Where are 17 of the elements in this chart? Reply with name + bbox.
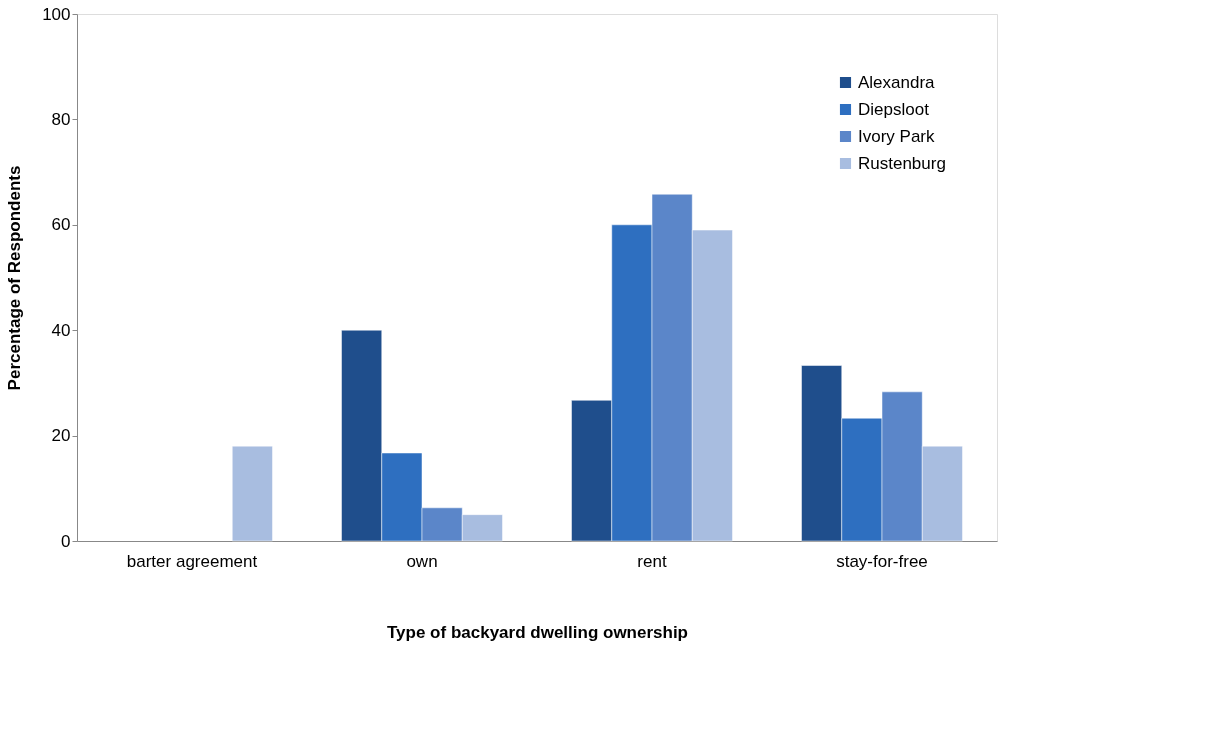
legend-label: Alexandra	[858, 72, 936, 92]
y-tick-label: 0	[61, 531, 71, 551]
y-axis-title: Percentage of Respondents	[5, 165, 25, 391]
y-tick-label: 40	[51, 320, 71, 340]
legend-label: Ivory Park	[858, 126, 936, 146]
x-tick-label: own	[406, 551, 438, 571]
bar	[232, 445, 273, 542]
legend-label: Rustenburg	[858, 153, 946, 173]
x-tick-label: stay-for-free	[836, 551, 928, 571]
y-tick-label: 20	[51, 426, 71, 446]
y-tick-label: 100	[42, 4, 71, 24]
y-tick-label: 60	[51, 215, 71, 235]
x-axis-title: Type of backyard dwelling ownership	[386, 622, 689, 642]
x-tick-label: barter agreement	[126, 551, 258, 571]
legend-label: Diepsloot	[858, 99, 930, 119]
x-tick-label: rent	[637, 551, 667, 571]
y-tick-label: 80	[51, 109, 71, 129]
